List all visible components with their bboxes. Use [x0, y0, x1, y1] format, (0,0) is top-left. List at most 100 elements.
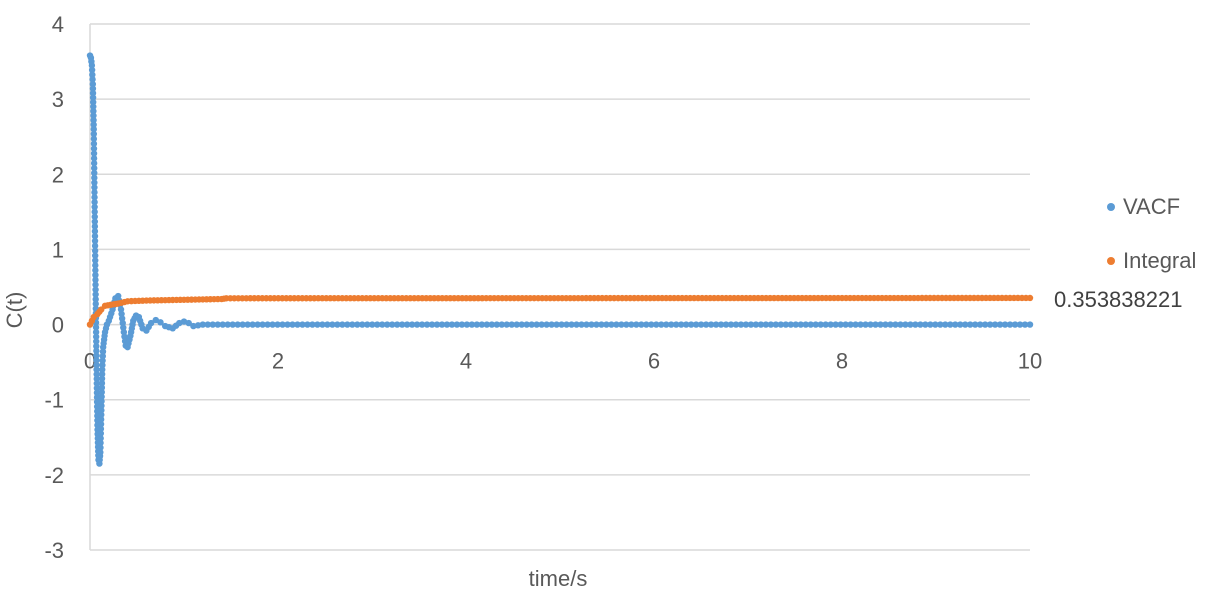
y-tick-labels: 4 3 2 1 0 -1 -2 -3 — [44, 12, 64, 563]
data-point — [463, 321, 471, 328]
data-point — [93, 361, 100, 369]
data-point — [93, 366, 100, 373]
data-point — [279, 321, 286, 328]
data-point — [89, 71, 96, 78]
x-axis-title: time/s — [529, 566, 588, 591]
data-point — [717, 321, 725, 328]
data-point — [812, 321, 819, 328]
data-point — [98, 384, 106, 391]
data-point — [91, 189, 98, 196]
data-point — [613, 321, 620, 328]
data-point — [92, 281, 99, 288]
data-point — [97, 449, 104, 456]
data-point — [93, 338, 100, 345]
data-point — [802, 321, 809, 328]
y-tick-label: 1 — [52, 237, 64, 262]
data-point — [618, 321, 625, 328]
data-point — [403, 321, 411, 328]
legend: VACF Integral — [1107, 194, 1196, 273]
data-point — [93, 384, 101, 392]
data-point — [608, 321, 615, 328]
data-point — [91, 184, 98, 191]
data-point — [214, 321, 221, 328]
data-point — [877, 321, 884, 328]
data-point — [229, 321, 236, 328]
data-point — [503, 321, 510, 328]
data-point — [90, 112, 97, 119]
data-point — [418, 321, 426, 328]
data-point — [513, 321, 520, 328]
data-point — [90, 107, 97, 115]
data-point — [99, 357, 106, 364]
data-point — [91, 194, 98, 201]
data-point — [663, 321, 670, 328]
data-point — [299, 321, 306, 328]
data-point — [623, 321, 630, 328]
data-point — [89, 76, 96, 83]
data-point — [284, 321, 291, 328]
data-point — [428, 321, 436, 328]
data-point — [234, 321, 241, 328]
x-tick-label: 0 — [84, 349, 96, 374]
data-point — [97, 416, 105, 423]
data-point — [339, 321, 346, 328]
data-point — [991, 321, 999, 328]
data-point — [433, 321, 441, 328]
data-point — [364, 321, 371, 328]
data-point — [98, 379, 106, 387]
data-point — [254, 321, 261, 328]
data-point — [334, 321, 341, 328]
data-point — [747, 321, 755, 328]
data-point — [98, 407, 105, 414]
data-point — [787, 321, 795, 328]
data-point — [89, 94, 97, 101]
x-tick-label: 2 — [272, 349, 284, 374]
data-point — [194, 322, 202, 329]
data-point — [947, 321, 954, 328]
x-tick-label: 8 — [836, 349, 848, 374]
data-point — [369, 321, 376, 328]
data-point — [952, 321, 959, 328]
data-point — [558, 321, 565, 328]
gridlines — [89, 23, 1030, 551]
y-tick-label: -3 — [44, 538, 64, 563]
data-point — [92, 271, 99, 279]
legend-marker-vacf — [1107, 203, 1115, 211]
data-point — [289, 321, 296, 328]
data-point — [817, 321, 824, 328]
data-point — [91, 247, 99, 254]
data-point — [443, 321, 451, 328]
x-tick-label: 6 — [648, 349, 660, 374]
data-point — [92, 296, 99, 303]
data-point — [508, 321, 515, 328]
data-point — [97, 439, 104, 447]
data-point — [767, 321, 775, 328]
data-point — [99, 361, 106, 369]
data-point — [90, 130, 98, 138]
data-point — [937, 321, 944, 328]
data-point — [224, 321, 231, 328]
y-tick-label: 2 — [52, 162, 64, 187]
data-point — [91, 252, 99, 259]
data-point — [668, 321, 675, 328]
data-point — [204, 321, 211, 328]
data-point — [922, 321, 929, 328]
data-point — [91, 223, 99, 230]
data-point — [93, 375, 100, 383]
data-point — [533, 321, 540, 328]
data-point — [981, 321, 989, 328]
data-point — [658, 321, 665, 328]
data-point — [199, 321, 206, 328]
data-point — [902, 321, 909, 328]
data-point — [523, 321, 530, 328]
y-axis-title: C(t) — [2, 292, 27, 329]
data-point — [93, 371, 100, 378]
data-point — [857, 321, 864, 328]
data-point — [782, 321, 790, 328]
data-point — [682, 321, 690, 328]
data-point — [448, 321, 456, 328]
data-point — [90, 126, 97, 133]
data-point — [97, 420, 105, 428]
data-point — [92, 300, 99, 308]
